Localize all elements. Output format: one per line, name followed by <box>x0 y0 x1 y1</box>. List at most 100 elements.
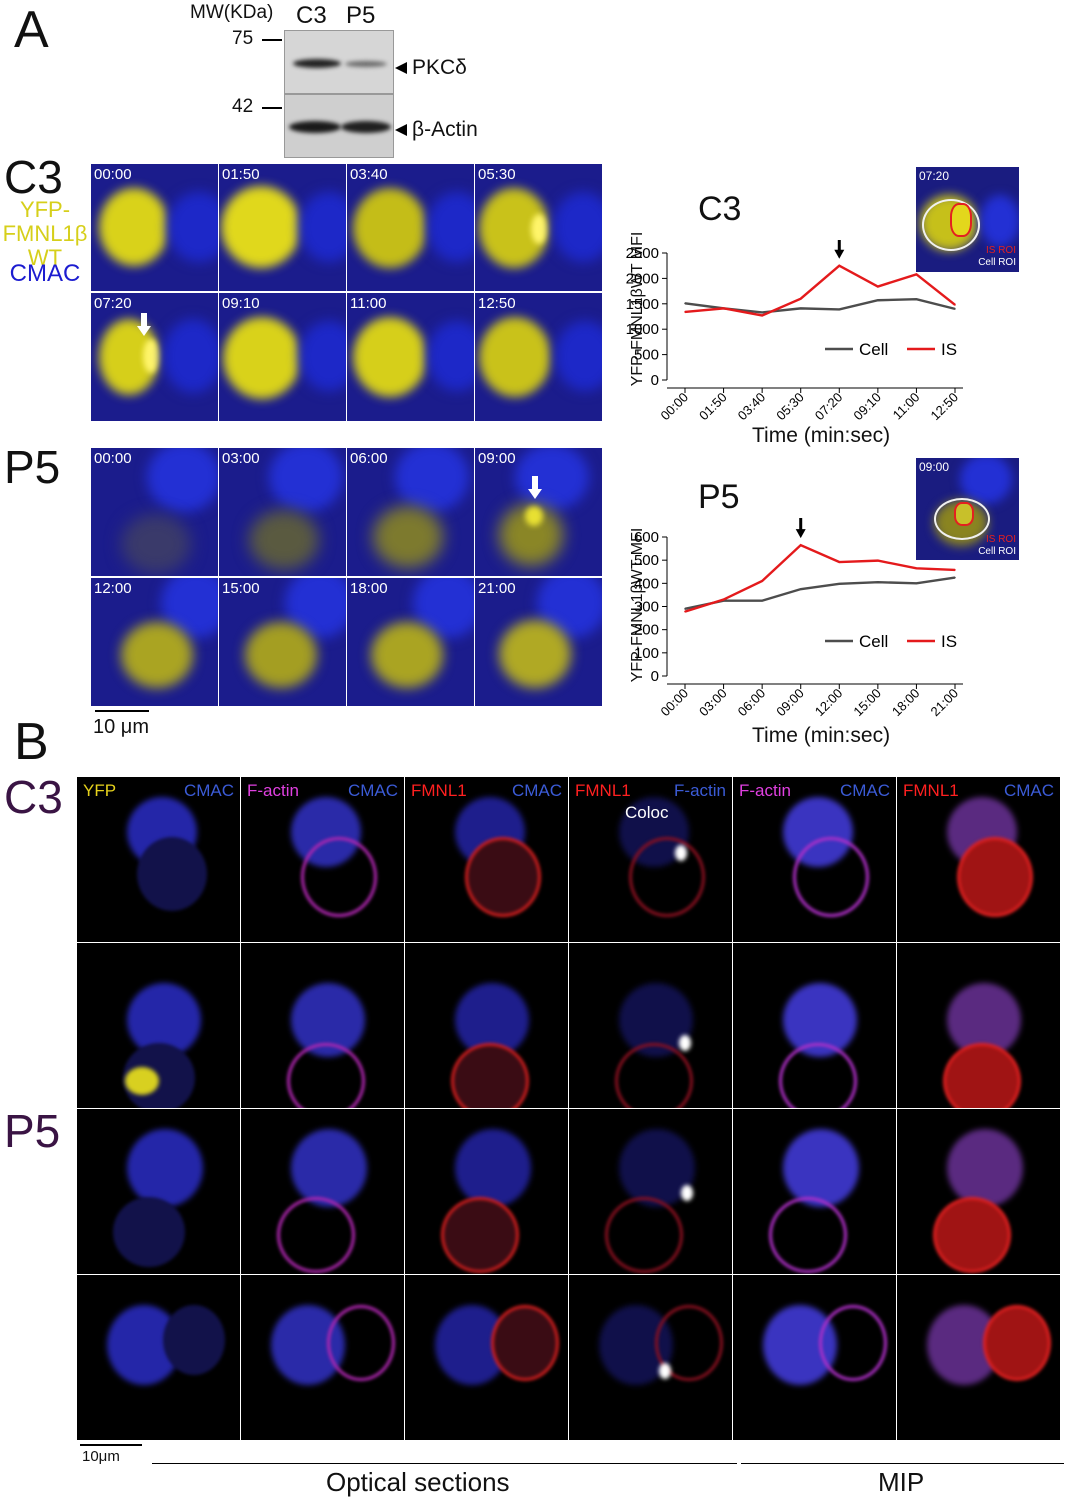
c3-timestamp: 07:20 <box>94 295 132 312</box>
c3-timelapse-grid: 00:00 01:50 03:40 05:30 07:20 09:10 11:0… <box>91 164 603 421</box>
cell <box>163 1305 225 1375</box>
series-point-is <box>722 307 725 310</box>
p5-frame: 21:00 <box>475 578 602 706</box>
cell <box>983 1305 1051 1381</box>
column-label-right: F-actin <box>674 781 726 800</box>
x-tick-label: 21:00 <box>928 686 962 720</box>
p5-frame: 12:00 <box>91 578 218 706</box>
series-point-cell <box>915 298 918 301</box>
c3-timestamp: 03:40 <box>350 166 388 183</box>
confocal-image <box>77 943 240 1108</box>
p5-frame: 15:00 <box>219 578 346 706</box>
column-label-left: FMNL1 <box>903 781 959 800</box>
series-point-cell <box>877 299 879 302</box>
p5-frame: 03:00 <box>219 448 346 576</box>
c3-timestamp: 11:00 <box>350 295 387 312</box>
inset-is-roi-label: IS ROI <box>985 245 1016 256</box>
c3-frame: 05:30 <box>475 164 602 291</box>
optical-sections-underline <box>152 1463 737 1464</box>
y-tick-label: 1500 <box>626 296 659 313</box>
confocal-image <box>569 1275 732 1440</box>
band-pkcd-c3 <box>293 59 341 68</box>
marker-75-tick <box>262 39 282 41</box>
x-tick-label: 07:20 <box>812 390 846 424</box>
panel-a-letter: A <box>14 1 49 59</box>
panel-b-letter: B <box>14 713 49 771</box>
confocal-image <box>405 1275 568 1440</box>
x-tick-label: 06:00 <box>735 686 769 720</box>
confocal-image <box>241 1109 404 1274</box>
p5-timelapse-grid: 00:00 03:00 06:00 09:00 12:00 15:00 18:0… <box>91 448 603 706</box>
mw-header: MW(KDa) <box>190 2 274 23</box>
legend-label-cell: Cell <box>859 632 888 651</box>
is-arrow-p5 <box>532 476 538 490</box>
confocal-image: F-actin CMAC <box>733 777 896 942</box>
c3-frame: 11:00 <box>347 293 474 421</box>
column-label-left: FMNL1 <box>575 781 631 800</box>
series-point-cell <box>954 308 956 310</box>
p5-timestamp: 15:00 <box>222 580 260 597</box>
confocal-image <box>897 1275 1060 1440</box>
x-tick-label: 12:00 <box>812 686 846 720</box>
c3-timestamp: 09:10 <box>222 295 260 312</box>
probe-label-line3: WT <box>27 245 63 270</box>
series-point-cell <box>838 308 841 311</box>
series-point-is <box>799 544 802 546</box>
series-point-cell <box>684 302 686 305</box>
p5-timestamp: 12:00 <box>94 580 132 597</box>
confocal-grid: YFP CMAC F-actin CMAC FMNL1 CMAC FMNL1 F-actin C… <box>77 777 1064 1441</box>
probe-label: YFP- FMNL1β WT <box>0 198 90 270</box>
western-blot-actin <box>284 94 394 158</box>
series-point-cell <box>877 581 879 583</box>
c3-timestamp: 05:30 <box>478 166 516 183</box>
cell <box>113 1197 185 1267</box>
series-point-is <box>761 314 763 317</box>
x-tick-label: 09:00 <box>773 686 807 720</box>
series-point-cell <box>954 576 956 579</box>
series-point-is <box>954 304 956 306</box>
confocal-image <box>241 943 404 1108</box>
band-actin-c3 <box>289 121 341 133</box>
cell <box>933 1197 1011 1273</box>
cell-roi-outline <box>934 498 990 540</box>
column-label-left: FMNL1 <box>411 781 467 800</box>
arrowhead-pkcd <box>395 62 407 74</box>
series-point-is <box>877 285 879 288</box>
cell <box>441 1197 519 1273</box>
synapse-spot <box>679 1035 691 1051</box>
confocal-image <box>241 1275 404 1440</box>
chart-p5-inset: 09:00 IS ROI Cell ROI <box>916 458 1019 560</box>
cell <box>277 1197 355 1273</box>
band-pkcd-p5 <box>345 61 387 67</box>
cell <box>783 1129 859 1207</box>
y-tick-label: 0 <box>651 668 659 685</box>
confocal-image <box>897 1109 1060 1274</box>
marker-42-tick <box>262 107 282 109</box>
panel-a-scale-bar <box>95 710 149 712</box>
series-point-is <box>915 567 918 570</box>
y-tick-label: 200 <box>634 622 659 639</box>
cell-roi-outline <box>922 199 980 251</box>
confocal-image <box>405 1109 568 1274</box>
series-line-cell <box>684 576 956 610</box>
confocal-image <box>569 943 732 1108</box>
y-tick-label: 2000 <box>626 270 659 287</box>
x-tick-label: 11:00 <box>890 390 923 423</box>
marker-42: 42 <box>232 96 254 117</box>
is-arrowhead-c3 <box>137 326 151 336</box>
x-tick-label: 09:10 <box>850 390 884 424</box>
x-tick-label: 00:00 <box>658 390 692 424</box>
x-tick-label: 03:00 <box>696 686 730 720</box>
c3-timestamp: 12:50 <box>478 295 516 312</box>
x-tick-label: 12:50 <box>928 390 962 424</box>
series-point-is <box>722 598 725 601</box>
peak-arrowhead <box>795 529 806 539</box>
x-tick-label: 15:00 <box>850 686 884 720</box>
x-tick-label: 05:30 <box>773 390 807 424</box>
cell <box>943 1043 1021 1108</box>
cell <box>291 1129 367 1207</box>
p5-timestamp: 21:00 <box>478 580 516 597</box>
optical-sections-label: Optical sections <box>326 1467 510 1497</box>
series-line-cell <box>684 298 956 314</box>
is-arrow-c3 <box>141 313 147 327</box>
